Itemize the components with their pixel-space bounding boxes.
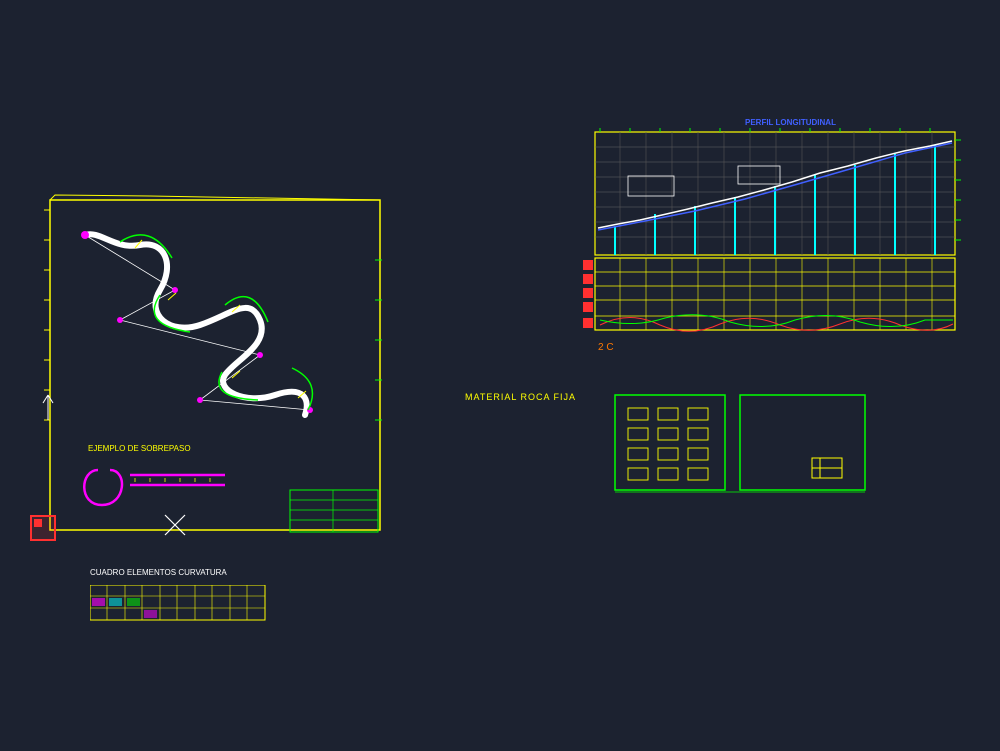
cuadro-elementos-label: CUADRO ELEMENTOS CURVATURA (90, 568, 227, 577)
cuadro-elementos-table (90, 585, 270, 625)
cross-sections-svg (0, 0, 900, 520)
cad-drawing-canvas: EJEMPLO DE SOBREPASO CUADRO ELEMENTOS CU… (0, 0, 1000, 751)
